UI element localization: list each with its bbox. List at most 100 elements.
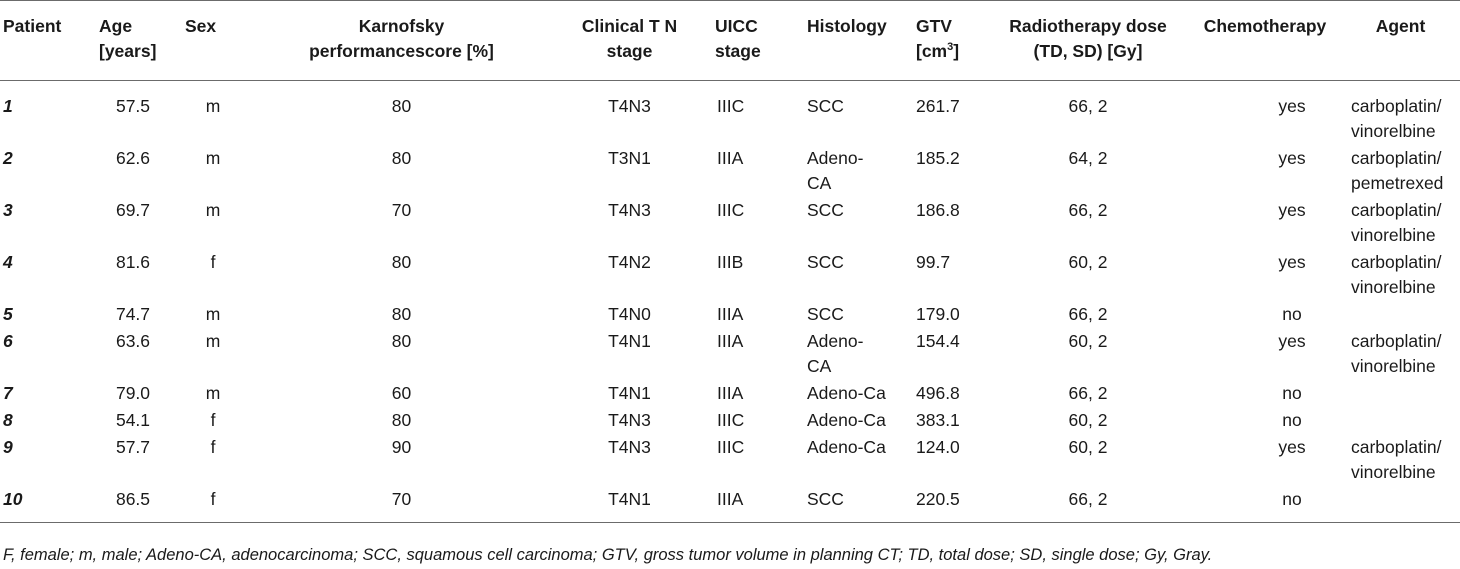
cell-kps: 80 <box>391 148 412 168</box>
cell-gtv: 179.0 <box>916 304 960 324</box>
table-footnote: F, female; m, male; Adeno-CA, adenocarci… <box>3 546 1213 564</box>
cell-age: 86.5 <box>93 487 173 523</box>
cell-uicc-stage: IIIA <box>709 487 795 523</box>
header-gtv: GTV [cm3] <box>910 0 987 81</box>
cell-tn-stage: T4N3 <box>608 410 651 430</box>
cell-agent: carboplatin/vinorelbine <box>1341 250 1460 302</box>
cell-gtv: 154.4 <box>916 331 960 351</box>
cell-agent: carboplatin/vinorelbine <box>1341 329 1460 381</box>
header-patient: Patient <box>0 0 93 81</box>
cell-histology: SCC <box>795 487 910 523</box>
cell-patient: 6 <box>3 331 13 351</box>
cell-sex: f <box>210 437 216 457</box>
cell-tn-stage: T4N3 <box>608 96 651 116</box>
cell-gtv: 383.1 <box>916 410 960 430</box>
cell-agent: carboplatin/vinorelbine <box>1341 198 1460 250</box>
cell-uicc-stage: IIIC <box>717 437 745 457</box>
cell-sex: f <box>173 487 253 523</box>
header-age: Age [years] <box>93 0 173 81</box>
cell-agent-line: vinorelbine <box>1351 121 1436 141</box>
cell-gtv: 185.2 <box>916 148 960 168</box>
cell-tn-stage: T4N2 <box>608 252 651 272</box>
cell-sex: m <box>205 96 221 116</box>
cell-sex: f <box>210 410 216 430</box>
table-row: 10 86.5 f 70 T4N1 IIIA SCC 220.5 66, 2 no <box>0 487 1460 523</box>
cell-histology: Adeno-Ca <box>795 381 910 408</box>
cell-agent-line: vinorelbine <box>1351 356 1436 376</box>
cell-chemotherapy: yes <box>1278 252 1306 272</box>
cell-chemotherapy: yes <box>1278 96 1306 116</box>
cell-histology-line: Adeno- <box>807 148 864 168</box>
cell-radiotherapy-dose: 60, 2 <box>1068 252 1108 272</box>
cell-histology: Adeno-Ca <box>795 408 910 435</box>
table-row: 7 79.0 m 60 T4N1 IIIA Adeno-Ca 496.8 66, 2 no <box>0 381 1460 408</box>
table-row: 5 74.7 m 80 T4N0 IIIA SCC 179.0 66, 2 no <box>0 302 1460 329</box>
cell-kps: 60 <box>391 383 412 403</box>
header-agent: Agent <box>1341 0 1460 81</box>
cell-histology-line: SCC <box>807 96 844 116</box>
cell-tn-stage: T4N0 <box>608 304 651 324</box>
cell-tn-stage: T4N3 <box>608 200 651 220</box>
cell-chemotherapy: yes <box>1278 200 1306 220</box>
cell-patient: 9 <box>3 437 13 457</box>
cell-age: 57.7 <box>115 437 151 457</box>
cell-kps: 80 <box>391 410 412 430</box>
cell-agent-line: vinorelbine <box>1351 462 1436 482</box>
table-row: 6 63.6 m 80 T4N1 IIIA Adeno- CA 154.4 60, 2 yes car… <box>0 329 1460 381</box>
cell-age: 63.6 <box>115 331 151 351</box>
cell-agent-line: carboplatin/ <box>1351 437 1442 457</box>
cell-histology-line: SCC <box>807 304 844 324</box>
table-header: Patient Age [years] Sex Karnofsky performa… <box>0 0 1460 81</box>
header-sex: Sex <box>173 0 253 81</box>
cell-agent-line: carboplatin/ <box>1351 96 1442 116</box>
cell-agent-line: carboplatin/ <box>1351 331 1442 351</box>
cell-kps: 80 <box>391 96 412 116</box>
table-row: 2 62.6 m 80 T3N1 IIIA Adeno- CA 185.2 64, 2 yes car… <box>0 146 1460 198</box>
cell-tn-stage: T4N1 <box>608 383 651 403</box>
header-uicc-stage: UICC stage <box>709 0 795 81</box>
cell-agent-line: carboplatin/ <box>1351 200 1442 220</box>
cell-radiotherapy-dose: 66, 2 <box>1068 383 1108 403</box>
cell-kps: 80 <box>391 252 412 272</box>
cell-radiotherapy-dose: 60, 2 <box>1068 437 1108 457</box>
cell-radiotherapy-dose: 60, 2 <box>1068 331 1108 351</box>
cell-histology: Adeno- CA <box>795 146 910 198</box>
cell-gtv: 186.8 <box>916 200 960 220</box>
cell-agent: carboplatin/vinorelbine <box>1341 435 1460 487</box>
cell-histology: Adeno- CA <box>795 329 910 381</box>
cell-patient: 8 <box>3 410 13 430</box>
cell-radiotherapy-dose: 66, 2 <box>1068 96 1108 116</box>
cell-radiotherapy-dose: 66, 2 <box>987 487 1189 523</box>
cell-gtv: 261.7 <box>916 96 960 116</box>
cell-agent-line: carboplatin/ <box>1351 252 1442 272</box>
cell-histology-line: Adeno- <box>807 331 864 351</box>
cell-gtv: 99.7 <box>916 252 951 272</box>
cell-sex: m <box>205 304 221 324</box>
cell-chemotherapy: no <box>1282 383 1302 403</box>
cell-histology: SCC <box>795 302 910 329</box>
cell-histology-line: Adeno-Ca <box>807 383 886 403</box>
header-chemotherapy: Chemotherapy <box>1189 0 1341 81</box>
cell-age: 57.5 <box>115 96 151 116</box>
cell-chemotherapy: no <box>1282 304 1302 324</box>
cell-chemotherapy: yes <box>1278 331 1306 351</box>
cell-histology-line: CA <box>807 356 832 376</box>
cell-histology-line: SCC <box>807 252 844 272</box>
table-row: 3 69.7 m 70 T4N3 IIIC SCC 186.8 66, 2 yes carbopla… <box>0 198 1460 250</box>
cell-patient: 1 <box>3 96 13 116</box>
cell-agent-line: carboplatin/ <box>1351 148 1442 168</box>
cell-patient: 3 <box>3 200 13 220</box>
cell-patient: 2 <box>3 148 13 168</box>
cell-agent: carboplatin/pemetrexed <box>1341 146 1460 198</box>
cell-histology-line: Adeno-Ca <box>807 437 886 457</box>
table-row: 8 54.1 f 80 T4N3 IIIC Adeno-Ca 383.1 60, 2 no <box>0 408 1460 435</box>
patient-characteristics-table: Patient Age [years] Sex Karnofsky performa… <box>0 0 1460 523</box>
table-body: 1 57.5 m 80 T4N3 IIIC SCC 261.7 66, 2 yes carbopla… <box>0 81 1460 523</box>
cell-histology-line: SCC <box>807 489 844 509</box>
cell-kps: 80 <box>391 304 412 324</box>
cell-sex: m <box>205 200 221 220</box>
cell-agent <box>1341 381 1460 408</box>
cell-histology-line: CA <box>807 173 832 193</box>
header-histology: Histology <box>795 0 910 81</box>
cell-patient: 7 <box>3 383 13 403</box>
